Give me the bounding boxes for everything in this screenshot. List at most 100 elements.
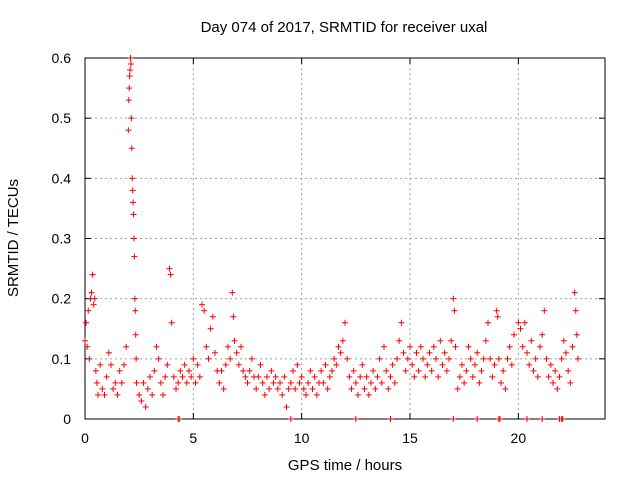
data-point (376, 355, 383, 362)
x-tick-label: 0 (81, 430, 89, 446)
data-point (482, 337, 489, 344)
data-point (303, 391, 309, 398)
data-point (556, 373, 563, 380)
data-point (467, 355, 474, 362)
data-point (248, 355, 255, 362)
data-point (534, 373, 541, 380)
y-tick-label: 0.1 (52, 351, 72, 367)
data-point (396, 337, 403, 344)
data-point (368, 379, 374, 386)
data-point (201, 307, 208, 314)
data-point (128, 145, 135, 152)
data-point (244, 379, 251, 386)
data-point (511, 331, 517, 338)
data-point (235, 361, 242, 368)
data-point (424, 361, 431, 368)
data-point (181, 361, 188, 368)
x-axis-ticks: 0 5 10 15 20 (81, 58, 526, 446)
data-point (365, 391, 372, 398)
data-point (502, 385, 509, 392)
data-point (539, 416, 546, 422)
data-point (287, 416, 294, 422)
data-point (130, 199, 137, 206)
data-point (567, 379, 574, 386)
data-point (203, 343, 210, 350)
data-point (569, 343, 576, 350)
data-point (441, 349, 448, 356)
data-point (131, 253, 138, 260)
data-point (435, 373, 442, 380)
data-point (530, 367, 537, 374)
data-point (188, 373, 195, 380)
data-point (474, 349, 481, 356)
data-point (125, 127, 132, 134)
data-point (177, 367, 184, 374)
data-point (333, 361, 340, 368)
data-point (132, 307, 139, 314)
data-point (413, 349, 420, 356)
data-point (394, 355, 400, 362)
data-point (494, 313, 501, 320)
data-point (417, 343, 424, 350)
data-point (233, 349, 240, 356)
data-point (259, 379, 266, 386)
data-point (285, 385, 292, 392)
data-point (294, 361, 301, 368)
y-axis-ticks: 0 0.1 0.2 0.3 0.4 0.5 0.6 (52, 50, 605, 427)
data-point (274, 385, 281, 392)
data-point (292, 385, 299, 392)
data-point (404, 355, 411, 362)
data-point (190, 355, 197, 362)
data-point (454, 385, 461, 392)
data-point (179, 373, 186, 380)
data-point (209, 313, 216, 320)
data-point (391, 379, 398, 386)
data-point (168, 319, 175, 326)
data-point (230, 313, 237, 320)
x-tick-label: 5 (189, 430, 197, 446)
data-point (402, 367, 409, 374)
data-point (552, 367, 559, 374)
data-point (129, 187, 136, 194)
data-point (85, 307, 92, 314)
data-point (133, 379, 140, 386)
data-point (519, 343, 526, 350)
data-point (350, 367, 357, 374)
data-point (498, 379, 504, 386)
data-point (411, 373, 418, 380)
data-point (572, 307, 579, 314)
data-point (127, 55, 134, 61)
data-point (126, 73, 133, 80)
data-point (508, 361, 515, 368)
data-point (227, 355, 234, 362)
data-point (496, 416, 503, 422)
data-point (363, 373, 370, 380)
data-point (361, 385, 368, 392)
data-point (205, 355, 212, 362)
data-point (129, 175, 136, 182)
data-point (448, 337, 455, 344)
data-point (287, 379, 294, 386)
data-point (140, 379, 147, 386)
data-point (132, 331, 139, 338)
data-point (461, 379, 468, 386)
data-point (500, 367, 507, 374)
data-point (378, 379, 385, 386)
data-point (331, 355, 338, 362)
data-point (524, 349, 530, 356)
data-point (355, 391, 361, 398)
data-point (82, 337, 88, 344)
data-point (543, 355, 550, 362)
data-point (290, 367, 296, 374)
data-point (322, 361, 329, 368)
data-point (407, 343, 413, 350)
data-point (547, 361, 554, 368)
data-point (487, 355, 494, 362)
data-point (121, 361, 127, 368)
data-point (212, 349, 218, 356)
data-point (138, 397, 145, 404)
data-point (305, 379, 312, 386)
data-point (344, 355, 351, 362)
data-point (381, 343, 387, 350)
data-point (110, 385, 117, 392)
